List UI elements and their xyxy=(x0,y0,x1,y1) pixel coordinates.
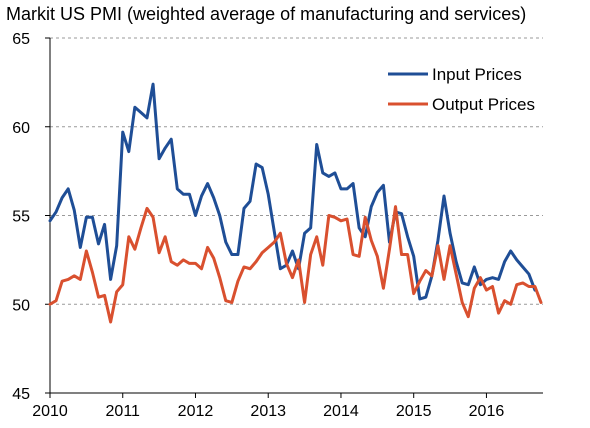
legend-label-output-prices: Output Prices xyxy=(432,95,535,114)
legend-label-input-prices: Input Prices xyxy=(432,65,522,84)
chart-title: Markit US PMI (weighted average of manuf… xyxy=(6,4,527,24)
x-tick-label-2015: 2015 xyxy=(396,403,432,420)
y-tick-label-60: 60 xyxy=(12,120,30,137)
x-tick-label-2010: 2010 xyxy=(32,403,68,420)
y-tick-label-50: 50 xyxy=(12,297,30,314)
y-tick-label-55: 55 xyxy=(12,209,30,226)
x-tick-label-2011: 2011 xyxy=(106,403,141,420)
x-tick-label-2016: 2016 xyxy=(469,403,505,420)
series-line-output-prices xyxy=(48,205,543,324)
y-tick-label-65: 65 xyxy=(12,31,30,48)
y-tick-label-45: 45 xyxy=(12,386,30,403)
x-tick-label-2012: 2012 xyxy=(178,403,214,420)
x-tick-label-2013: 2013 xyxy=(250,403,286,420)
x-tick-label-2014: 2014 xyxy=(323,403,359,420)
series-line-input-prices xyxy=(48,82,537,301)
